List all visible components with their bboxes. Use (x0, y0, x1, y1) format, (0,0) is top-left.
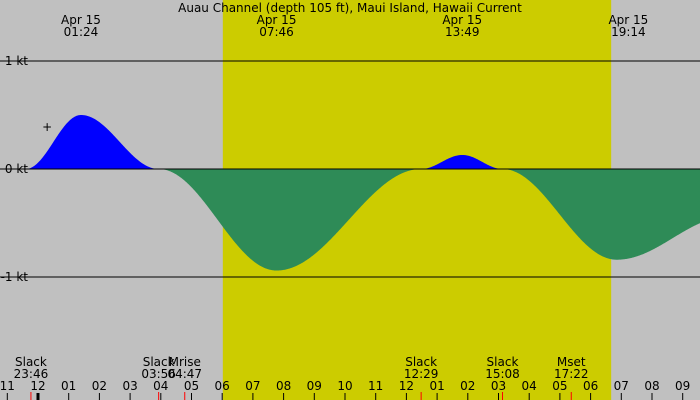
ebb-area-3 (502, 169, 700, 260)
event-clock-2: 04:47 (167, 367, 202, 381)
hour-label-2: 01 (61, 379, 76, 393)
hour-label-13: 12 (399, 379, 414, 393)
y-axis-labels: 1 kt 0 kt -1 kt (1, 54, 29, 284)
y-label-0: 1 kt (5, 54, 28, 68)
event-clock-1: 03:56 (141, 367, 176, 381)
hour-label-12: 11 (368, 379, 383, 393)
hour-label-10: 09 (307, 379, 322, 393)
event-label-4: Slack (487, 355, 519, 369)
hour-label-15: 02 (460, 379, 475, 393)
event-label-0: Slack (15, 355, 47, 369)
event-label-1: Slack (143, 355, 175, 369)
hour-label-19: 06 (583, 379, 598, 393)
hour-label-20: 07 (614, 379, 629, 393)
current-area (25, 115, 700, 271)
event-label-3: Slack (405, 355, 437, 369)
y-label-1: 0 kt (5, 162, 28, 176)
top-clock-2: 13:49 (445, 25, 480, 39)
flood-marker: + (42, 120, 52, 134)
event-clock-4: 15:08 (485, 367, 520, 381)
event-clock-3: 12:29 (404, 367, 439, 381)
hour-label-5: 04 (153, 379, 168, 393)
hour-label-22: 09 (675, 379, 690, 393)
top-clock-1: 07:46 (259, 25, 294, 39)
event-labels: Slack23:46Slack03:56Mrise04:47Slack12:29… (14, 355, 589, 400)
hour-label-6: 05 (184, 379, 199, 393)
event-label-5: Mset (557, 355, 586, 369)
hour-label-18: 05 (552, 379, 567, 393)
hour-label-16: 03 (491, 379, 506, 393)
ebb-area-1 (158, 169, 422, 271)
y-label-2: -1 kt (1, 270, 29, 284)
chart-title: Auau Channel (depth 105 ft), Maui Island… (178, 1, 522, 15)
hour-label-9: 08 (276, 379, 291, 393)
top-date-1: Apr 15 (257, 13, 297, 27)
top-date-0: Apr 15 (61, 13, 101, 27)
hour-label-1: 12 (30, 379, 45, 393)
event-clock-0: 23:46 (14, 367, 49, 381)
hour-label-17: 04 (522, 379, 537, 393)
y-gridlines (0, 60, 700, 278)
top-date-2: Apr 15 (442, 13, 482, 27)
hour-label-21: 08 (644, 379, 659, 393)
hour-label-7: 06 (215, 379, 230, 393)
flood-area-0 (25, 115, 159, 169)
top-clock-0: 01:24 (64, 25, 99, 39)
top-clock-3: 19:14 (611, 25, 646, 39)
hour-axis: 11 12 01 02 03 04 05 06 07 08 09 10 11 12 01 02 03 04 05 06… (0, 379, 690, 400)
hour-label-3: 02 (92, 379, 107, 393)
event-clock-5: 17:22 (554, 367, 589, 381)
top-date-3: Apr 15 (608, 13, 648, 27)
hour-label-14: 01 (429, 379, 444, 393)
flood-area-2 (421, 154, 503, 169)
hour-label-0: 11 (0, 379, 15, 393)
hour-label-8: 07 (245, 379, 260, 393)
hour-label-11: 10 (337, 379, 352, 393)
event-label-2: Mrise (169, 355, 201, 369)
hour-label-4: 03 (122, 379, 137, 393)
